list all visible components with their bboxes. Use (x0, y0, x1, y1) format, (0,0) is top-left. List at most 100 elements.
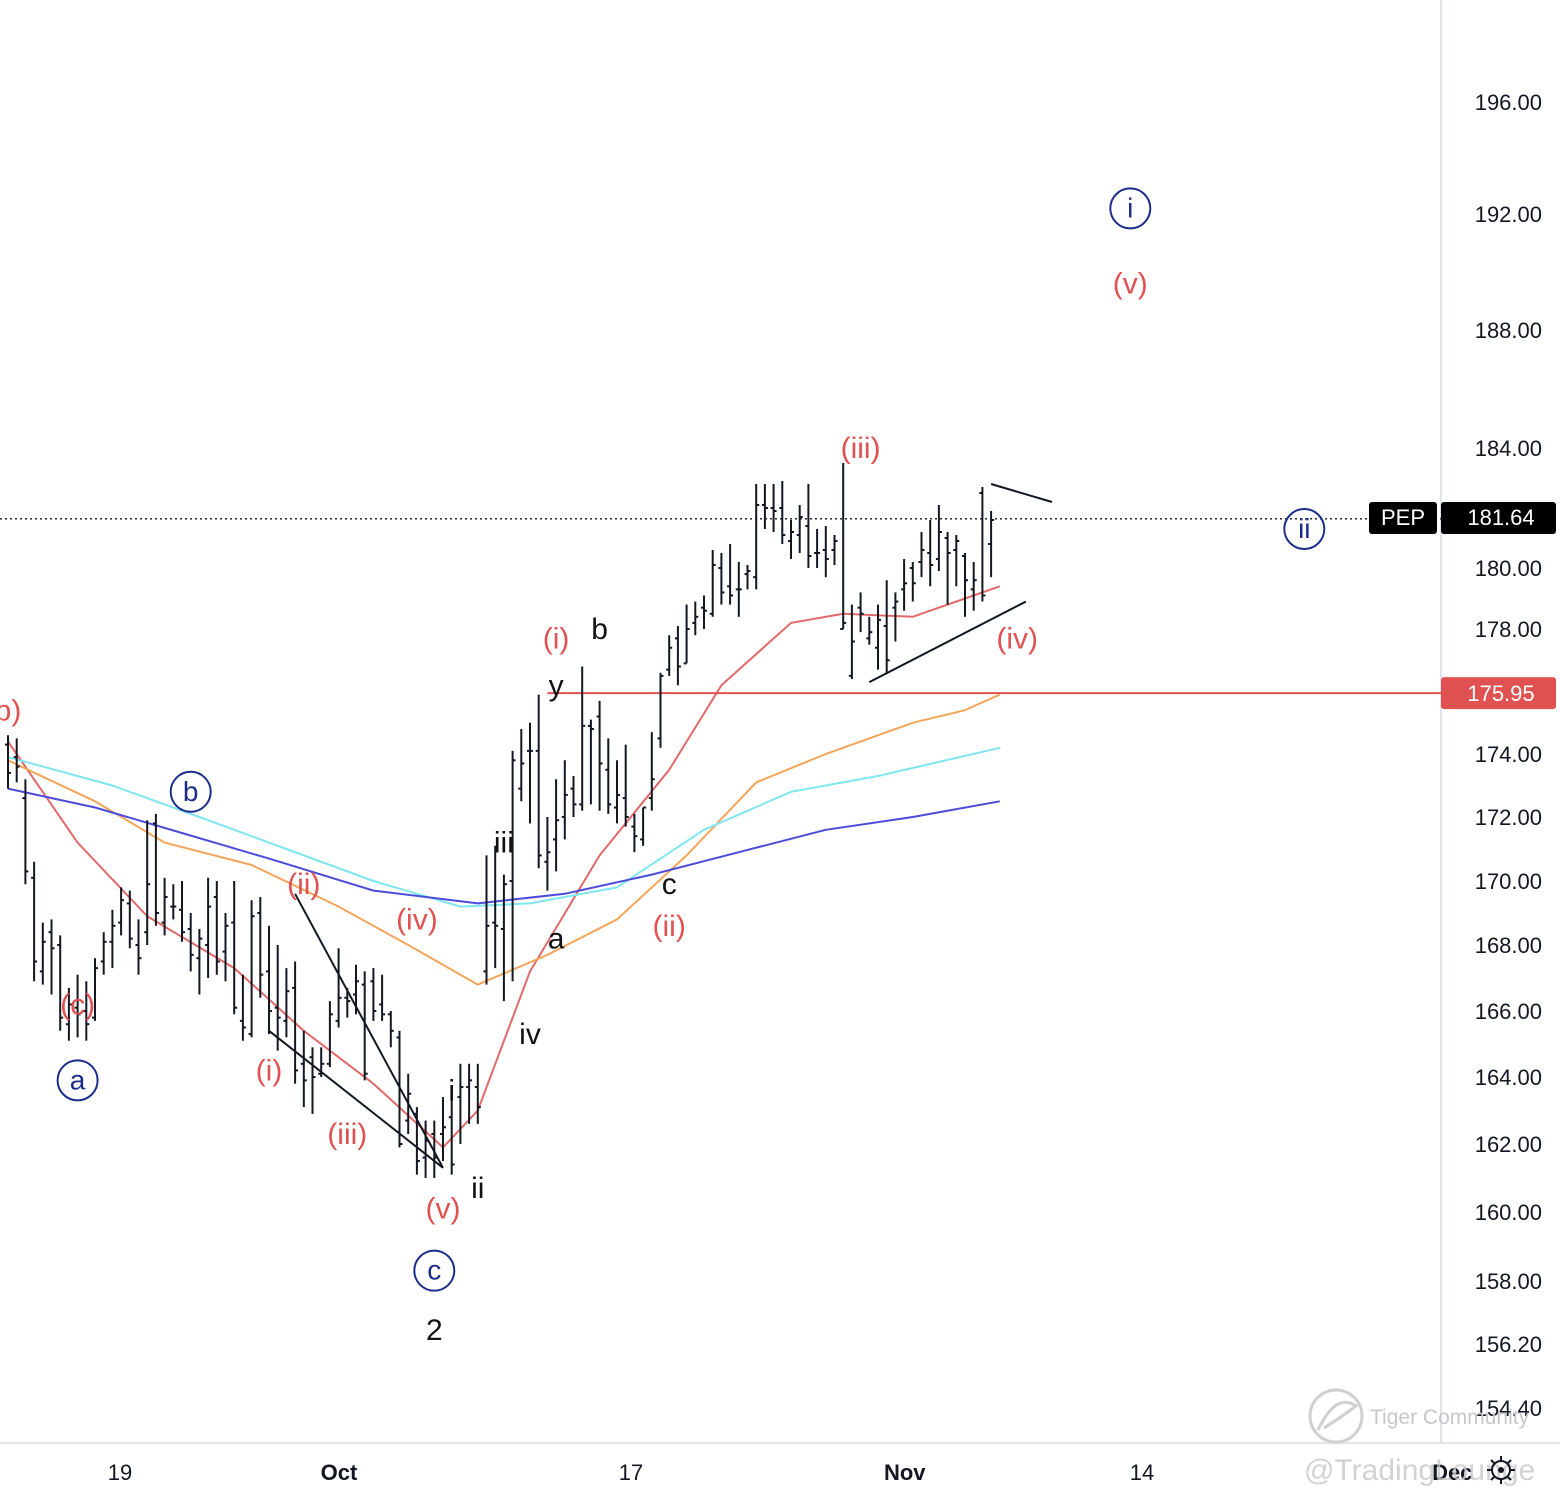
wave-label-black: a (548, 923, 565, 956)
ohlc-bar (440, 1097, 446, 1161)
ohlc-bar (5, 735, 11, 789)
ohlc-bar (13, 738, 20, 783)
x-tick-label: Oct (321, 1460, 358, 1485)
x-axis[interactable]: 19 Oct 17 Nov 14 Dec (108, 1460, 1473, 1485)
ohlc-bar (361, 971, 368, 1081)
symbol-tag-bg (1369, 502, 1437, 534)
wave-label-red: (i) (543, 622, 570, 655)
x-tick-label: Nov (884, 1460, 926, 1485)
ohlc-bar (170, 884, 177, 920)
ohlc-bar (144, 820, 151, 945)
ohlc-bar (179, 881, 185, 942)
ohlc-bar (822, 526, 829, 578)
community-watermark: Tiger Community (1308, 1388, 1530, 1444)
moving-average-4 (7, 787, 1000, 905)
ohlc-bar (118, 887, 125, 936)
ohlc-bar (587, 719, 594, 805)
source-watermark-text: @TradingLounge (1304, 1454, 1535, 1487)
y-tick-label: 170.00 (1475, 869, 1542, 894)
ohlc-bar (979, 487, 986, 602)
ohlc-bar (57, 935, 64, 1031)
ohlc-bar (483, 855, 490, 985)
ohlc-bar (753, 484, 760, 590)
ohlc-bar (535, 694, 542, 869)
wave-labels: b) (c) (i) (ii) (iii) (iv) (v) (i) (ii) (iii) (iv)… (0, 187, 1326, 1347)
ohlc-bar (640, 806, 647, 846)
ohlc-bar (518, 729, 525, 802)
wave-label-black: c (662, 868, 677, 901)
y-tick-label: 178.00 (1475, 617, 1542, 642)
ohlc-bar (544, 817, 551, 891)
x-tick-label: Dec (1432, 1460, 1472, 1485)
symbol-tag-text: PEP (1381, 505, 1425, 530)
community-logo-icon (1308, 1388, 1364, 1444)
ohlc-bar (335, 948, 342, 1028)
level-tag-bg (1441, 677, 1556, 710)
x-tick-label: 19 (108, 1460, 132, 1485)
y-tick-label: 166.00 (1475, 999, 1542, 1024)
price-tag-text: 181.64 (1467, 505, 1534, 530)
wave-label-red: (iii) (841, 432, 881, 465)
y-tick-label: 154.40 (1475, 1396, 1542, 1421)
last-price-tag[interactable]: PEP 181.64 (1369, 502, 1556, 534)
y-tick-label: 164.00 (1475, 1065, 1542, 1090)
y-tick-label: 160.00 (1475, 1200, 1542, 1225)
ohlc-bar (100, 932, 107, 975)
y-tick-label: 162.00 (1475, 1132, 1542, 1157)
ohlc-bars (5, 463, 995, 1178)
ohlc-bar (857, 592, 864, 633)
ohlc-bar (796, 505, 803, 553)
ohlc-bar (614, 760, 620, 824)
trend-line (990, 483, 1053, 503)
ohlc-bar (883, 580, 890, 673)
ohlc-bar (500, 874, 507, 1002)
ohlc-bar (927, 520, 934, 587)
svg-text:ii: ii (1298, 513, 1310, 544)
wave-label-black: b (591, 613, 608, 646)
ohlc-bar (387, 1011, 394, 1048)
level-line-group: 175.95 (0, 518, 1556, 710)
ohlc-bar (65, 987, 72, 1041)
ohlc-bar (596, 700, 603, 811)
ohlc-bar (196, 929, 203, 995)
ohlc-bar (944, 532, 951, 605)
trend-line (868, 600, 1027, 684)
ohlc-bar (474, 1063, 481, 1124)
ohlc-bar (988, 511, 995, 578)
ohlc-bar (622, 744, 629, 827)
ohlc-bar (735, 562, 742, 617)
ohlc-bar (648, 732, 655, 811)
ohlc-bar (161, 877, 168, 936)
ohlc-bar (605, 738, 612, 814)
ohlc-bar (300, 1030, 307, 1108)
svg-text:i: i (1127, 192, 1133, 223)
ohlc-bar (935, 505, 942, 572)
ohlc-bar (309, 1047, 316, 1114)
svg-text:b: b (183, 776, 199, 807)
y-tick-label: 174.00 (1475, 742, 1542, 767)
wave-label-red: (iv) (996, 622, 1038, 655)
wave-label-black: i (448, 1074, 455, 1107)
ohlc-bar (48, 919, 55, 995)
settings-gear-icon[interactable] (1487, 1456, 1515, 1484)
y-axis[interactable]: 196.00 192.00 188.00 184.00 180.00 178.00 174.… (1475, 90, 1542, 1421)
ohlc-bar (266, 925, 272, 1035)
ohlc-bar (283, 968, 290, 1038)
ohlc-bar (83, 981, 90, 1041)
ohlc-bar (892, 592, 899, 642)
ohlc-bar (805, 484, 812, 568)
ohlc-bar (570, 776, 577, 817)
ohlc-bar (866, 616, 873, 645)
ohlc-bar (326, 1001, 333, 1068)
y-tick-label: 196.00 (1475, 90, 1542, 115)
ohlc-bar (788, 520, 794, 559)
ohlc-bar (692, 601, 699, 636)
ohlc-bar (674, 625, 681, 686)
y-tick-label: 168.00 (1475, 933, 1542, 958)
ohlc-bar (701, 595, 707, 629)
ohlc-bar (152, 813, 159, 926)
ohlc-bar (718, 553, 725, 605)
wave-label-red: (iii) (327, 1118, 367, 1151)
ohlc-bar (909, 562, 916, 602)
